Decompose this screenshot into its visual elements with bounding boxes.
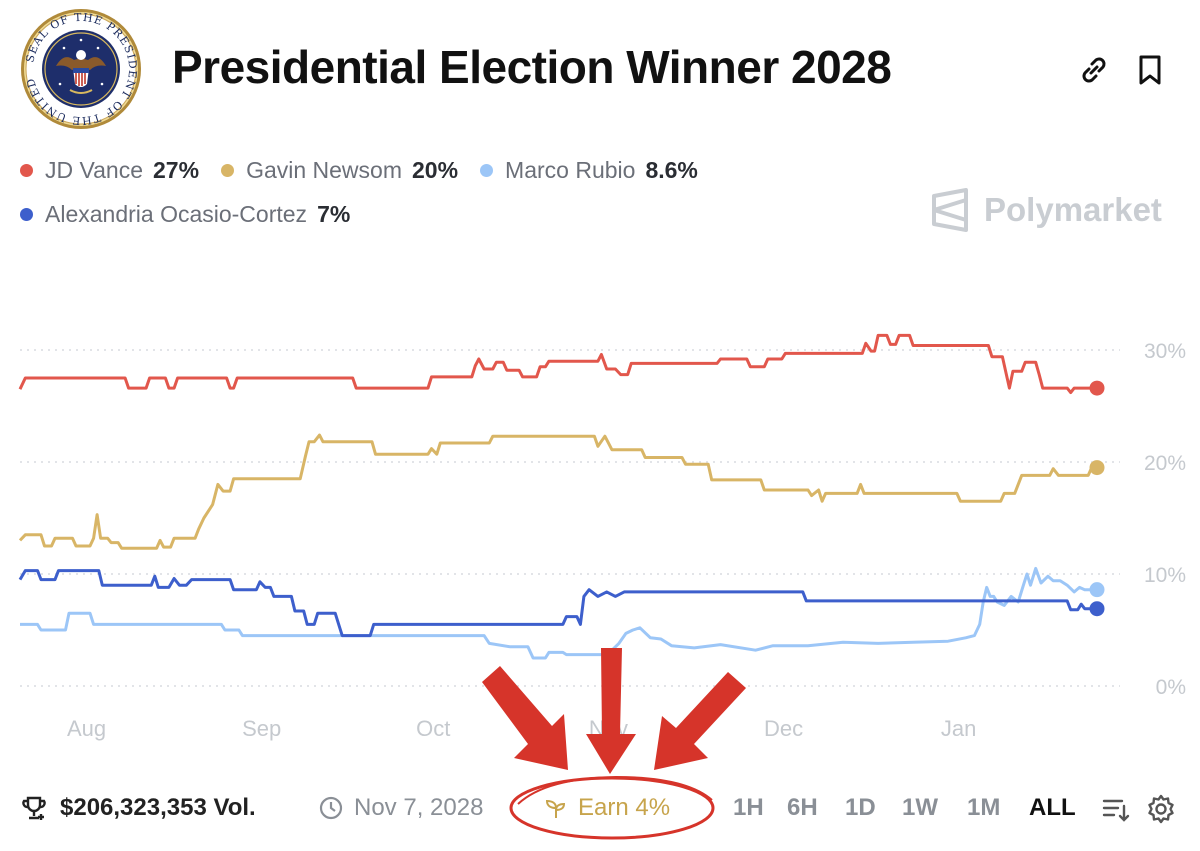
legend-item-marco-rubio[interactable]: Marco Rubio 8.6% xyxy=(480,157,698,184)
series-line-gavin-newsom[interactable] xyxy=(18,433,1097,550)
timeframe-1h[interactable]: 1H xyxy=(733,794,764,821)
tf-1m[interactable]: 1M xyxy=(967,786,1000,830)
timeframe-1w[interactable]: 1W xyxy=(902,794,938,821)
legend-row-1: JD Vance 27% Gavin Newsom 20% Marco Rubi… xyxy=(20,157,720,184)
legend-dot-icon xyxy=(20,208,33,221)
annotation-arrows xyxy=(482,648,746,774)
trophy-icon xyxy=(22,796,46,820)
y-tick-label: 10% xyxy=(1144,564,1186,587)
annotation-arrow-right xyxy=(654,672,746,770)
eagle-icon xyxy=(56,50,106,94)
volume-stat: $206,323,353 Vol. xyxy=(20,786,256,830)
link-icon[interactable] xyxy=(1076,52,1112,88)
tf-1h[interactable]: 1H xyxy=(733,786,764,830)
polymarket-wordmark: Polymarket xyxy=(984,191,1162,228)
tf-all[interactable]: ALL xyxy=(1029,786,1076,830)
legend-item-aoc[interactable]: Alexandria Ocasio-Cortez 7% xyxy=(20,201,350,228)
timeframe-all[interactable]: ALL xyxy=(1029,794,1076,821)
legend-row-2: Alexandria Ocasio-Cortez 7% xyxy=(20,201,372,228)
legend-dot-icon xyxy=(20,164,33,177)
x-tick-label: Jan xyxy=(941,716,976,741)
chart-footer: $206,323,353 Vol. Nov 7, 2028 Earn 4% 1H… xyxy=(0,775,1200,840)
sort-lines-icon[interactable] xyxy=(1100,794,1130,824)
volume-value: $206,323,353 Vol. xyxy=(60,794,256,821)
legend-dot-icon xyxy=(221,164,235,177)
earn-badge[interactable]: Earn 4% xyxy=(544,786,670,830)
legend-dot-icon xyxy=(480,164,494,177)
legend-item-jd-vance[interactable]: JD Vance 27% xyxy=(20,157,199,184)
series-endpoint-alexandria-ocasio-cortez xyxy=(1089,601,1105,617)
sprout-icon xyxy=(545,799,566,818)
earn-label: Earn 4% xyxy=(578,794,671,821)
legend-value: 8.6% xyxy=(645,157,698,183)
polymarket-watermark: Polymarket xyxy=(930,188,1162,232)
settings-gear-icon[interactable] xyxy=(1146,794,1176,824)
series-endpoint-gavin-newsom xyxy=(1089,460,1105,476)
legend-name: Marco Rubio xyxy=(505,157,636,183)
x-tick-label: Sep xyxy=(242,716,281,741)
y-tick-label: 20% xyxy=(1144,452,1186,475)
end-date-value: Nov 7, 2028 xyxy=(354,794,484,821)
annotation-arrow-left xyxy=(482,666,568,770)
legend-item-gavin-newsom[interactable]: Gavin Newsom 20% xyxy=(221,157,458,184)
series-line-marco-rubio[interactable] xyxy=(20,566,1097,660)
y-tick-label: 30% xyxy=(1144,340,1186,363)
end-date: Nov 7, 2028 xyxy=(318,786,483,830)
y-tick-label: 0% xyxy=(1156,676,1186,699)
price-history-chart[interactable]: 0%10%20%30%AugSepOctNovDecJan xyxy=(0,300,1200,750)
timeframe-1d[interactable]: 1D xyxy=(845,794,876,821)
legend-value: 20% xyxy=(412,157,459,183)
clock-icon xyxy=(319,796,343,820)
legend-name: Gavin Newsom xyxy=(246,157,402,183)
series-endpoint-jd-vance xyxy=(1089,380,1105,396)
series-line-alexandria-ocasio-cortez[interactable] xyxy=(18,569,1097,638)
presidential-seal-logo: SEAL OF THE PRESIDENT OF THE UNITED STAT… xyxy=(20,8,141,129)
x-tick-label: Oct xyxy=(416,716,450,741)
legend-value: 27% xyxy=(153,157,200,183)
timeframe-1m[interactable]: 1M xyxy=(967,794,1001,821)
polymarket-logo-icon xyxy=(932,188,968,232)
x-tick-label: Dec xyxy=(764,716,803,741)
series-endpoint-marco-rubio xyxy=(1089,582,1105,598)
page-title: Presidential Election Winner 2028 xyxy=(172,41,892,93)
legend-name: Alexandria Ocasio-Cortez xyxy=(45,201,308,227)
x-tick-label: Aug xyxy=(67,716,106,741)
legend-value: 7% xyxy=(317,201,351,227)
bookmark-icon[interactable] xyxy=(1132,52,1168,88)
series-line-jd-vance[interactable] xyxy=(18,333,1097,395)
tf-1w[interactable]: 1W xyxy=(902,786,938,830)
annotation-arrow-center xyxy=(586,648,636,774)
tf-6h[interactable]: 6H xyxy=(787,786,818,830)
legend-name: JD Vance xyxy=(45,157,144,183)
tf-1d[interactable]: 1D xyxy=(845,786,876,830)
timeframe-6h[interactable]: 6H xyxy=(787,794,818,821)
annotation-circle xyxy=(509,775,715,840)
